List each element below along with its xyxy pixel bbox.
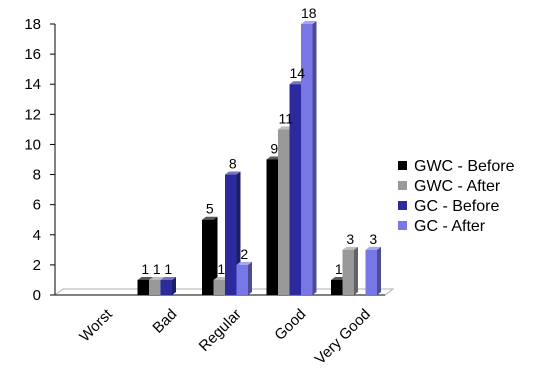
y-tick-label: 10 [24, 136, 41, 153]
data-label: 1 [335, 261, 343, 277]
y-tick-label: 2 [33, 257, 41, 274]
bar-top [137, 276, 153, 280]
x-axis-ticks: Worst Bad Regular Good Very Good [76, 305, 374, 368]
legend-swatch [398, 201, 407, 210]
bar-front [213, 279, 225, 295]
bar [301, 21, 317, 295]
bar [236, 261, 252, 295]
y-tick-label: 12 [24, 106, 41, 123]
y-tick-label: 8 [33, 167, 41, 184]
y-tick-label: 0 [33, 287, 41, 304]
bar-front [266, 159, 278, 295]
data-label: 18 [301, 5, 317, 21]
bar-front [331, 279, 343, 295]
bar [365, 246, 381, 295]
x-tick-label: Worst [76, 305, 116, 345]
bar-front [278, 129, 290, 295]
bar-front [365, 249, 377, 295]
bar-top [225, 171, 241, 175]
bar-top [342, 246, 358, 250]
bar [160, 276, 176, 295]
y-axis-ticks: 0 2 4 6 8 10 12 14 16 18 [24, 16, 55, 304]
x-tick-label: Bad [149, 306, 180, 337]
data-label: 3 [369, 231, 377, 247]
legend-label: GWC - Before [414, 158, 515, 175]
bar-front [301, 24, 313, 295]
bar [202, 216, 218, 295]
bar-front [342, 249, 354, 295]
legend-label: GC - After [414, 218, 486, 235]
bar-top [202, 216, 218, 220]
bar-front [289, 84, 301, 295]
x-tick-label: Very Good [312, 306, 374, 368]
data-label: 11 [278, 110, 293, 126]
data-label: 1 [141, 261, 149, 277]
bar-top [301, 21, 317, 24]
y-tick-label: 14 [24, 76, 41, 93]
bar-side [354, 246, 358, 295]
y-tick-label: 16 [24, 46, 41, 63]
legend-swatch [398, 181, 407, 190]
data-label: 5 [206, 201, 214, 217]
data-label: 1 [164, 261, 172, 277]
bar-top [160, 276, 176, 280]
bar-front [225, 174, 237, 295]
legend-label: GC - Before [414, 198, 499, 215]
bar-top [236, 261, 252, 265]
data-label: 1 [153, 261, 161, 277]
y-tick-label: 18 [24, 16, 41, 33]
legend-swatch [398, 221, 407, 230]
legend: GWC - Before GWC - After GC - Before GC - A… [398, 158, 515, 235]
y-tick-label: 4 [33, 227, 41, 244]
legend-swatch [398, 161, 407, 170]
bar-side [213, 216, 218, 295]
x-tick-label: Good [271, 306, 309, 344]
bar-front [149, 279, 161, 295]
bar-side [172, 276, 176, 295]
bar-top [149, 276, 165, 280]
bar-side [248, 261, 252, 295]
data-label: 9 [270, 141, 278, 157]
x-tick-label: Regular [196, 306, 245, 355]
legend-label: GWC - After [414, 178, 501, 195]
chart-axes [53, 24, 395, 296]
y-tick-label: 6 [33, 197, 41, 214]
bar-top [365, 246, 381, 250]
data-label: 14 [289, 65, 305, 81]
data-label: 8 [229, 156, 237, 172]
bar [342, 246, 358, 295]
bar-side [312, 21, 317, 295]
bar-front [236, 264, 248, 295]
bar-front [160, 279, 172, 295]
data-label: 2 [240, 246, 248, 262]
bar-side [377, 246, 381, 295]
bar-front [137, 279, 149, 295]
bars [137, 21, 381, 295]
data-label: 1 [217, 261, 225, 277]
data-label: 3 [346, 231, 354, 247]
bar-front [202, 219, 214, 295]
